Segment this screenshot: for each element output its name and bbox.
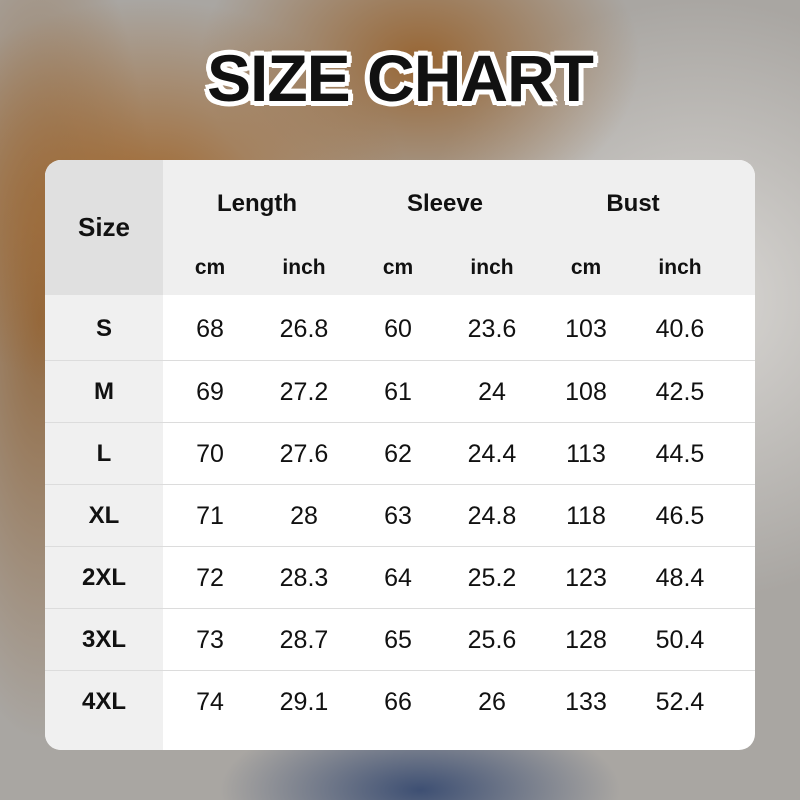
- table-cell: 69: [196, 377, 224, 406]
- size-label: XL: [88, 502, 120, 529]
- table-cell: 72: [196, 563, 224, 592]
- table-cell: 27.6: [279, 439, 329, 468]
- table-row: L 70 27.6 62 24.4 113 44.5: [45, 422, 755, 485]
- group-header-0: Length: [217, 190, 297, 217]
- table-cell: 46.5: [655, 501, 705, 530]
- table-cell: 113: [566, 439, 606, 468]
- size-column-header: Size: [45, 160, 163, 295]
- table-row: S 68 26.8 60 23.6 103 40.6: [45, 298, 755, 360]
- table-cell: 52.4: [655, 687, 705, 716]
- unit-header: cm: [194, 256, 226, 279]
- table-cell: 27.2: [279, 377, 329, 406]
- table-cell: 133: [565, 687, 607, 716]
- table-row: XL 71 28 63 24.8 118 46.5: [45, 484, 755, 547]
- size-label: 3XL: [81, 626, 126, 653]
- unit-header: cm: [570, 256, 602, 279]
- table-row: 2XL 72 28.3 64 25.2 123 48.4: [45, 546, 755, 609]
- table-row: 4XL 74 29.1 66 26 133 52.4: [45, 670, 755, 733]
- table-cell: 25.2: [467, 563, 517, 592]
- size-label: S: [95, 315, 112, 342]
- size-label: 4XL: [81, 688, 126, 715]
- table-cell: 64: [384, 563, 412, 592]
- table-cell: 62: [384, 439, 412, 468]
- table-header: [45, 160, 755, 295]
- table-cell: 73: [196, 625, 224, 654]
- table-cell: 28.3: [279, 563, 329, 592]
- table-cell: 118: [566, 501, 606, 530]
- table-cell: 28: [290, 501, 318, 530]
- unit-header: inch: [282, 256, 326, 279]
- page-title: SIZE CHART: [207, 41, 594, 115]
- table-cell: 24.4: [467, 439, 517, 468]
- table-cell: 71: [196, 501, 224, 530]
- table-cell: 26.8: [279, 314, 329, 343]
- size-label: M: [94, 378, 114, 405]
- table-cell: 108: [565, 377, 607, 406]
- group-header-2: Bust: [606, 190, 660, 217]
- table-cell: 42.5: [655, 377, 705, 406]
- unit-header: inch: [658, 256, 702, 279]
- table-cell: 26: [478, 687, 506, 716]
- table-cell: 103: [565, 314, 607, 343]
- table-cell: 25.6: [467, 625, 517, 654]
- table-cell: 123: [565, 563, 607, 592]
- table-cell: 65: [384, 625, 412, 654]
- table-cell: 40.6: [655, 314, 705, 343]
- table-cell: 24: [478, 377, 506, 406]
- size-chart-table: Size Length Sleeve Bust cm inch cm inch cm inch…: [45, 160, 755, 750]
- group-header-1: Sleeve: [406, 190, 484, 217]
- size-column: [45, 295, 163, 750]
- table-cell: 23.6: [467, 314, 517, 343]
- table-cell: 66: [384, 687, 412, 716]
- size-label: L: [96, 440, 112, 467]
- table-cell: 50.4: [655, 625, 705, 654]
- size-label: 2XL: [81, 564, 126, 591]
- table-cell: 70: [196, 439, 224, 468]
- table-cell: 68: [196, 314, 224, 343]
- table-cell: 74: [196, 687, 224, 716]
- table-cell: 60: [384, 314, 412, 343]
- table-cell: 24.8: [467, 501, 517, 530]
- table-cell: 61: [384, 377, 412, 406]
- table-cell: 29.1: [279, 687, 329, 716]
- table-cell: 48.4: [655, 563, 705, 592]
- table-cell: 63: [384, 501, 412, 530]
- table-cell: 44.5: [655, 439, 705, 468]
- unit-header: inch: [470, 256, 514, 279]
- table-row: M 69 27.2 61 24 108 42.5: [45, 360, 755, 423]
- table-cell: 28.7: [279, 625, 329, 654]
- table-cell: 128: [565, 625, 607, 654]
- unit-header: cm: [382, 256, 414, 279]
- table-row: 3XL 73 28.7 65 25.6 128 50.4: [45, 608, 755, 671]
